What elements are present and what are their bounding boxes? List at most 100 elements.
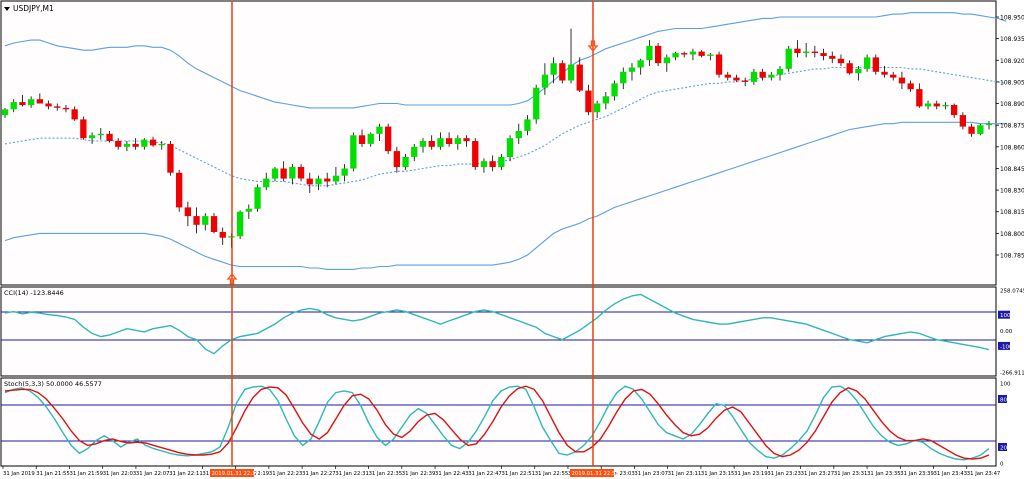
candle[interactable] <box>742 77 749 87</box>
candle[interactable] <box>167 141 174 176</box>
candle[interactable] <box>559 60 566 84</box>
menu-triangle-icon[interactable] <box>4 7 10 11</box>
candle[interactable] <box>358 129 366 147</box>
candle[interactable] <box>776 66 784 81</box>
candle[interactable] <box>428 135 435 150</box>
candle[interactable] <box>1 107 9 118</box>
candle[interactable] <box>977 123 984 136</box>
candle[interactable] <box>594 100 601 118</box>
candle[interactable] <box>80 116 87 140</box>
candle[interactable] <box>245 204 252 219</box>
candle[interactable] <box>855 66 862 81</box>
candle[interactable] <box>602 92 609 110</box>
candle[interactable] <box>681 51 688 58</box>
candle[interactable] <box>158 141 165 150</box>
candle[interactable] <box>524 115 531 136</box>
candle[interactable] <box>715 51 723 78</box>
candle[interactable] <box>820 48 827 61</box>
candle[interactable] <box>933 100 940 110</box>
candle[interactable] <box>672 51 679 61</box>
candle[interactable] <box>71 106 78 121</box>
candle[interactable] <box>489 155 496 172</box>
cci-pane[interactable]: CCI(14) -123.8446 258.0745 100 0.00 -100 -26… <box>0 286 1024 377</box>
candle[interactable] <box>472 138 479 170</box>
candle[interactable] <box>585 84 592 116</box>
candle[interactable] <box>811 45 818 58</box>
candle[interactable] <box>419 138 427 153</box>
candle[interactable] <box>367 132 374 147</box>
candle[interactable] <box>803 42 810 58</box>
candle[interactable] <box>54 103 61 111</box>
candle[interactable] <box>550 57 557 84</box>
candle[interactable] <box>750 68 758 85</box>
candle[interactable] <box>97 128 104 140</box>
candle[interactable] <box>184 201 191 227</box>
candle[interactable] <box>576 57 583 93</box>
candle[interactable] <box>951 103 958 118</box>
candle[interactable] <box>829 51 836 64</box>
candle[interactable] <box>759 68 766 81</box>
candle[interactable] <box>898 71 906 90</box>
candle[interactable] <box>402 154 409 170</box>
candle[interactable] <box>219 227 226 245</box>
candle[interactable] <box>942 102 949 110</box>
candle[interactable] <box>88 132 96 144</box>
main-price-pane[interactable]: USDJPY,M1 108.950108.935108.920108.90510… <box>0 0 1024 286</box>
candle[interactable] <box>10 99 17 113</box>
candle[interactable] <box>724 71 731 81</box>
candle[interactable] <box>890 71 897 81</box>
candle[interactable] <box>254 184 261 212</box>
candle[interactable] <box>924 100 932 110</box>
candle[interactable] <box>123 141 131 152</box>
candle[interactable] <box>306 172 313 193</box>
candle[interactable] <box>19 94 26 107</box>
candle[interactable] <box>393 146 400 173</box>
candle[interactable] <box>106 130 113 143</box>
candle[interactable] <box>480 158 488 173</box>
candle[interactable] <box>62 104 70 113</box>
candle[interactable] <box>646 40 653 67</box>
candle[interactable] <box>45 100 52 110</box>
candle[interactable] <box>655 42 662 67</box>
candle[interactable] <box>141 138 148 150</box>
candle[interactable] <box>872 54 879 75</box>
candle[interactable] <box>446 132 453 147</box>
candle[interactable] <box>533 84 540 124</box>
candle[interactable] <box>437 132 444 150</box>
candle[interactable] <box>193 207 200 234</box>
candle[interactable] <box>567 28 575 84</box>
candle[interactable] <box>620 67 627 90</box>
candle[interactable] <box>707 53 714 61</box>
candle[interactable] <box>768 71 775 81</box>
candle[interactable] <box>506 135 514 162</box>
candle[interactable] <box>149 136 157 147</box>
candle[interactable] <box>341 164 348 182</box>
candle[interactable] <box>916 83 923 108</box>
candle[interactable] <box>663 54 670 72</box>
candle[interactable] <box>280 161 287 182</box>
candle[interactable] <box>263 172 270 191</box>
candle[interactable] <box>785 45 792 72</box>
candle[interactable] <box>297 164 305 182</box>
candle[interactable] <box>846 60 853 75</box>
candle[interactable] <box>907 80 914 93</box>
candle[interactable] <box>985 120 993 130</box>
candle[interactable] <box>115 138 122 150</box>
candle[interactable] <box>498 154 505 170</box>
candle[interactable] <box>324 172 331 188</box>
candle[interactable] <box>968 123 975 137</box>
candle[interactable] <box>350 132 357 172</box>
candle[interactable] <box>463 135 470 147</box>
candle[interactable] <box>176 169 183 212</box>
candle[interactable] <box>210 213 218 234</box>
candle[interactable] <box>315 175 322 191</box>
candle[interactable] <box>385 123 392 155</box>
candle[interactable] <box>28 96 35 108</box>
candle[interactable] <box>132 138 139 150</box>
candle[interactable] <box>959 112 966 130</box>
candle[interactable] <box>454 135 461 150</box>
candle[interactable] <box>237 210 244 240</box>
candle[interactable] <box>733 74 740 82</box>
candle[interactable] <box>271 167 279 182</box>
